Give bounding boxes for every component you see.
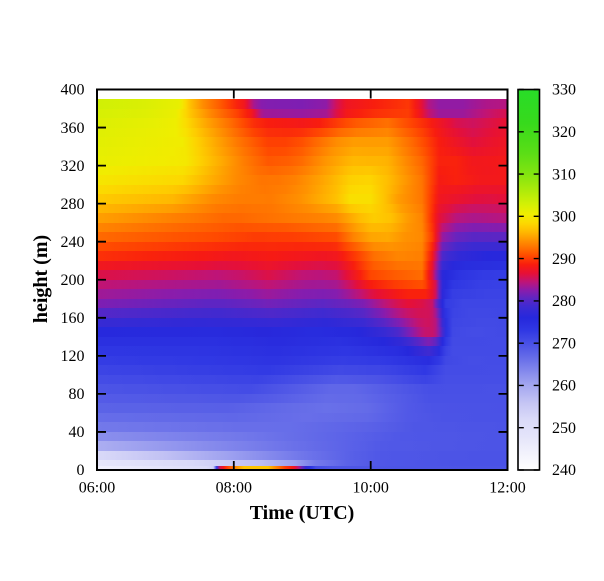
svg-text:250: 250 [552, 420, 576, 437]
svg-text:290: 290 [552, 251, 576, 268]
svg-text:280: 280 [552, 293, 576, 310]
svg-text:height (m): height (m) [30, 235, 52, 323]
svg-text:310: 310 [552, 166, 576, 183]
svg-text:360: 360 [61, 120, 85, 137]
svg-text:270: 270 [552, 335, 576, 352]
svg-text:240: 240 [61, 234, 85, 251]
svg-text:200: 200 [61, 272, 85, 289]
svg-text:120: 120 [61, 348, 85, 365]
svg-text:240: 240 [552, 462, 576, 479]
svg-text:08:00: 08:00 [216, 480, 252, 497]
svg-text:280: 280 [61, 196, 85, 213]
svg-text:80: 80 [69, 386, 85, 403]
svg-text:260: 260 [552, 378, 576, 395]
svg-text:330: 330 [552, 82, 576, 99]
svg-text:10:00: 10:00 [352, 480, 388, 497]
svg-text:400: 400 [61, 82, 85, 99]
svg-text:320: 320 [61, 158, 85, 175]
svg-text:0: 0 [77, 462, 85, 479]
svg-text:06:00: 06:00 [79, 480, 115, 497]
svg-text:320: 320 [552, 124, 576, 141]
svg-text:300: 300 [552, 209, 576, 226]
svg-text:160: 160 [61, 310, 85, 327]
svg-text:40: 40 [69, 424, 85, 441]
svg-text:12:00: 12:00 [489, 480, 525, 497]
svg-text:Time (UTC): Time (UTC) [250, 502, 355, 524]
